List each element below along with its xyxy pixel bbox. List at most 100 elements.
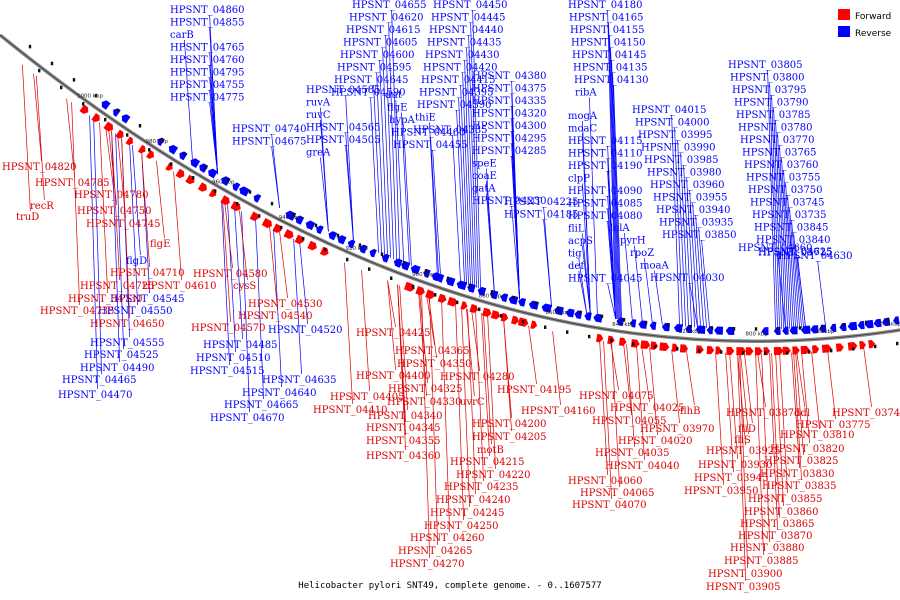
reverse-gene-arrow-shape	[445, 277, 456, 287]
forward-gene-label: HPSNT_04020	[618, 436, 693, 447]
tick-mark-upper	[732, 327, 736, 331]
reverse-guide-line	[791, 219, 800, 329]
forward-guide-line	[461, 306, 470, 508]
forward-gene-label: HPSNT_03885	[724, 556, 799, 567]
forward-guide-line	[156, 160, 165, 239]
forward-gene-label: HPSNT_03825	[764, 456, 839, 467]
forward-guide-line	[771, 353, 780, 519]
forward-gene-arrow-shape	[403, 281, 415, 292]
reverse-gene-arrow	[121, 114, 131, 124]
tick-mark-lower	[500, 314, 503, 318]
reverse-gene-arrow-shape	[337, 235, 347, 245]
reverse-gene-arrow	[857, 320, 865, 330]
reverse-gene-arrow-shape	[593, 313, 603, 323]
reverse-guide-line	[797, 256, 806, 328]
forward-guide-line	[739, 353, 748, 569]
tick-mark-lower	[742, 351, 745, 355]
reverse-gene-arrow-shape	[477, 286, 487, 296]
forward-gene-label: HPSNT_04330	[387, 397, 462, 408]
reverse-gene-label: HPSNT_04420	[423, 63, 498, 74]
reverse-gene-label: HPSNT_04460	[391, 128, 466, 139]
reverse-guide-line	[458, 97, 467, 285]
reverse-gene-arrow-shape	[829, 323, 837, 333]
forward-gene-arrow-shape	[500, 312, 509, 322]
reverse-gene-label: HPSNT_04795	[170, 68, 245, 79]
forward-gene-arrow-shape	[175, 168, 185, 179]
reverse-guide-line	[93, 118, 102, 375]
tick-mark-upper	[886, 317, 890, 322]
reverse-gene-label: HPSNT_04655	[352, 0, 427, 11]
reverse-gene-label: HPSNT_04775	[170, 93, 245, 104]
forward-gene-label: HPSNT_04355	[366, 436, 441, 447]
forward-gene-arrow-shape	[249, 211, 259, 221]
forward-gene-label: HPSNT_04025	[610, 403, 685, 414]
reverse-gene-arrow	[239, 186, 250, 197]
reverse-gene-arrow-shape	[190, 158, 201, 169]
reverse-gene-label: HPSNT_03755	[746, 173, 821, 184]
reverse-gene-label: ribA	[575, 88, 597, 99]
forward-gene-arrow-shape	[821, 344, 832, 353]
forward-gene-arrow-shape	[447, 296, 458, 307]
forward-gene-arrow-shape	[319, 246, 329, 256]
reverse-gene-label: HPSNT_04860	[170, 5, 245, 16]
reverse-gene-label: HPSNT_04550	[98, 306, 173, 317]
tick-mark-lower	[588, 334, 591, 339]
reverse-gene-label: HPSNT_04440	[429, 25, 504, 36]
reverse-guide-line	[777, 252, 786, 329]
reverse-gene-arrow-shape	[629, 319, 637, 328]
tick-mark-upper	[402, 261, 406, 265]
forward-gene-arrow-shape	[307, 240, 317, 251]
forward-gene-label: recR	[30, 201, 54, 212]
reverse-gene-arrow-shape	[761, 327, 769, 336]
reverse-gene-label: HPSNT_04490	[80, 363, 155, 374]
reverse-gene-arrow-shape	[714, 326, 724, 335]
forward-guide-line	[487, 314, 496, 470]
reverse-gene-label: HPSNT_04605	[343, 38, 418, 49]
forward-gene-label: HPSNT_04580	[193, 269, 268, 280]
reverse-gene-arrow	[584, 312, 592, 321]
reverse-guide-line	[464, 59, 473, 287]
forward-gene-arrow-shape	[79, 104, 89, 114]
tick-mark-lower	[236, 202, 239, 206]
reverse-gene-label: HPSNT_03990	[641, 143, 716, 154]
forward-gene-arrow-shape	[511, 315, 520, 325]
forward-gene-label: HPSNT_03870	[738, 531, 813, 542]
reverse-gene-arrow	[725, 326, 735, 336]
forward-gene-arrow-shape	[835, 343, 844, 352]
reverse-gene-arrow-shape	[528, 300, 539, 310]
reverse-gene-arrow-shape	[565, 308, 575, 318]
reverse-gene-label: pyrH	[620, 236, 646, 247]
reverse-guide-line	[701, 239, 710, 329]
tick-mark-lower	[566, 330, 569, 334]
forward-guide-line	[399, 285, 408, 411]
forward-gene-arrow-shape	[425, 289, 435, 300]
reverse-gene-label: lolA	[610, 223, 630, 234]
reverse-gene-label: HPSNT_04185	[504, 210, 579, 221]
forward-guide-line	[641, 346, 650, 403]
forward-gene-label: HPSNT_04610	[142, 281, 217, 292]
forward-guide-line	[483, 313, 492, 445]
forward-gene-arrow-shape	[659, 342, 670, 352]
reverse-gene-label: HPSNT_03780	[738, 123, 813, 134]
forward-gene-label: HPSNT_04060	[568, 476, 643, 487]
forward-gene-label: HPSNT_04820	[2, 162, 77, 173]
reverse-gene-label: HPSNT_03800	[730, 73, 805, 84]
reverse-gene-arrow-shape	[456, 280, 468, 291]
forward-gene-label: HPSNT_04730	[68, 294, 143, 305]
reverse-gene-label: HPSNT_04015	[632, 105, 707, 116]
forward-gene-arrow	[706, 346, 715, 355]
reverse-guide-line	[511, 155, 520, 300]
forward-gene-label: HPSNT_04195	[497, 385, 572, 396]
reverse-gene-label: HPSNT_04765	[170, 43, 245, 54]
reverse-gene-arrow-shape	[347, 239, 356, 249]
forward-guide-line	[649, 347, 658, 436]
forward-guide-line	[686, 350, 695, 406]
reverse-guide-line	[582, 133, 591, 315]
forward-gene-label: HPSNT_04745	[86, 219, 161, 230]
forward-gene-label: HPSNT_04280	[440, 372, 515, 383]
forward-gene-arrow	[403, 281, 415, 292]
forward-gene-label: HPSNT_04235	[444, 482, 519, 493]
reverse-gene-label: HPSNT_04510	[196, 353, 271, 364]
forward-guide-line	[441, 300, 450, 533]
reverse-gene-label: HPSNT_04145	[572, 50, 647, 61]
